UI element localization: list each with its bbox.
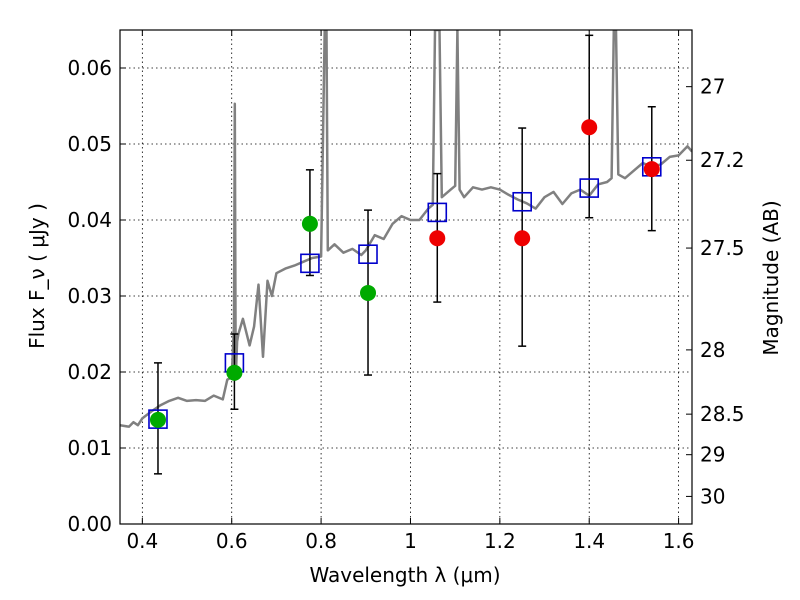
model-photometry-square — [358, 244, 378, 264]
observed-point — [643, 161, 660, 178]
x-tick-label: 1.6 — [663, 529, 695, 553]
y-tick-label: 0.04 — [67, 208, 112, 232]
x-tick-label: 0.4 — [126, 529, 158, 553]
observed-point — [360, 284, 377, 301]
observed-point — [514, 230, 531, 247]
x-axis-ticks: 0.4 0.6 0.8 1 1.2 1.4 1.6 — [126, 30, 695, 553]
right-tick-label: 28 — [700, 338, 725, 362]
y-tick-label: 0.02 — [67, 360, 112, 384]
grid — [120, 30, 692, 525]
axes-frame — [119, 29, 693, 525]
observed-point — [149, 411, 166, 428]
x-axis-label: Wavelength λ (μm) — [309, 563, 500, 587]
y-axis-label: Flux F_ν ( μJy ) — [25, 203, 49, 349]
x-tick-label: 1 — [404, 529, 417, 553]
y-axis-ticks: 0.00 0.01 0.02 0.03 0.04 0.05 0.06 — [67, 56, 126, 536]
x-tick-label: 1.4 — [573, 529, 605, 553]
right-tick-label: 27 — [700, 75, 725, 99]
y-tick-label: 0.06 — [67, 56, 112, 80]
model-photometry-series — [148, 157, 662, 429]
observed-point — [429, 230, 446, 247]
model-photometry-square — [300, 253, 320, 274]
y-tick-label: 0.03 — [67, 284, 112, 308]
errorbars — [153, 34, 656, 475]
observed-photometry-series — [149, 119, 660, 428]
y-tick-label: 0.05 — [67, 132, 112, 156]
right-tick-label: 27.2 — [700, 148, 745, 172]
right-tick-label: 30 — [700, 484, 725, 508]
y-tick-label: 0.01 — [67, 436, 112, 460]
right-axis-label: Magnitude (AB) — [759, 200, 783, 355]
x-tick-label: 1.2 — [484, 529, 516, 553]
right-tick-label: 27.5 — [700, 236, 745, 260]
x-tick-label: 0.8 — [305, 529, 337, 553]
observed-point — [581, 119, 598, 136]
model-photometry-square — [427, 202, 448, 223]
right-tick-label: 28.5 — [700, 402, 745, 426]
model-spectrum-series — [120, 30, 692, 428]
model-photometry-square — [512, 191, 532, 212]
y-tick-label: 0.00 — [67, 512, 112, 536]
model-photometry-square — [579, 178, 600, 198]
right-tick-label: 29 — [700, 443, 725, 467]
observed-point — [301, 215, 318, 232]
spectrum-line — [120, 30, 692, 428]
model-photometry-square — [148, 409, 168, 429]
plot-frame — [119, 29, 693, 525]
x-tick-label: 0.6 — [216, 529, 248, 553]
right-axis-ticks: 27 27.2 27.5 28 28.5 29 30 — [686, 75, 745, 508]
observed-point — [226, 364, 243, 381]
